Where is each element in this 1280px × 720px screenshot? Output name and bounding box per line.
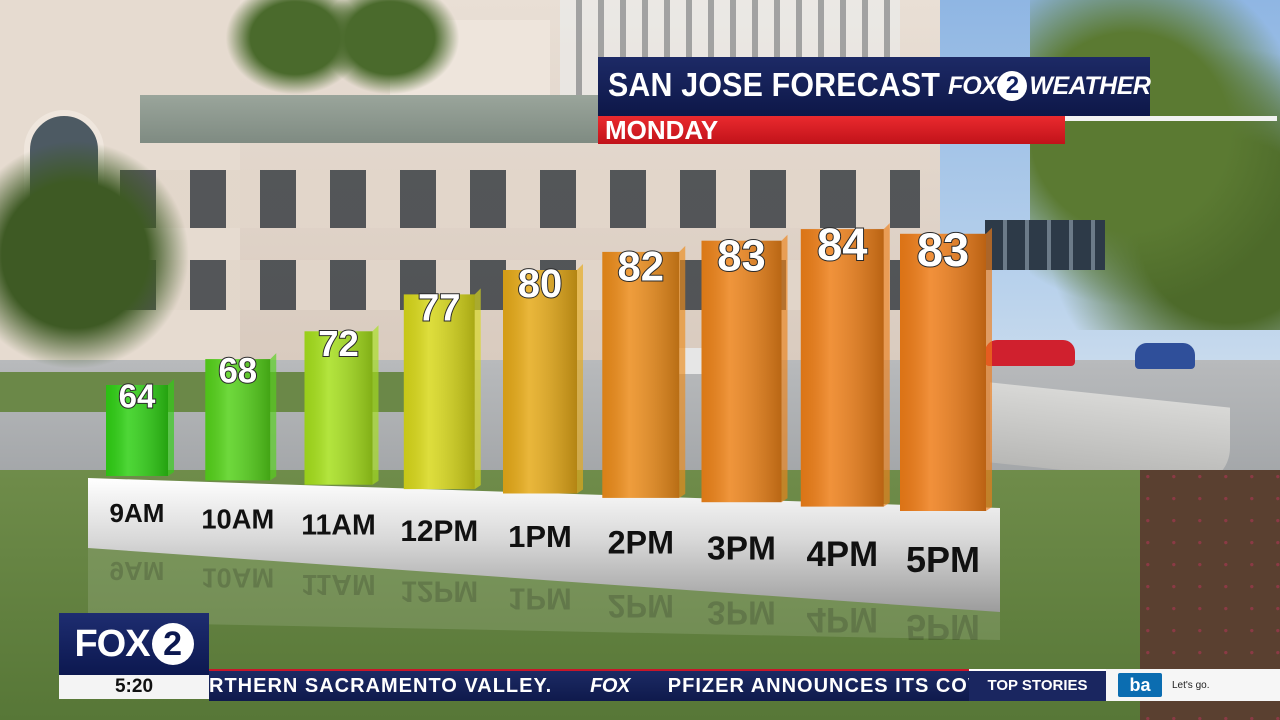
tick-label-reflection: 10AM bbox=[201, 562, 274, 593]
brand-number: 2 bbox=[997, 71, 1028, 101]
tick-label-1pm: 1PM bbox=[508, 519, 572, 554]
forecast-day: MONDAY bbox=[605, 115, 719, 145]
ticker-section-label: TOP STORIES bbox=[969, 669, 1106, 701]
value-label-1pm: 80 bbox=[518, 262, 563, 306]
bars bbox=[106, 223, 992, 512]
tick-label-3pm: 3PM bbox=[707, 531, 776, 568]
brand-weather: WEATHER bbox=[1029, 71, 1151, 100]
header-accent-line bbox=[1065, 116, 1277, 121]
value-label-2pm: 82 bbox=[618, 242, 665, 289]
tick-label-5pm: 5PM bbox=[906, 539, 980, 580]
ticker-text-right: PFIZER ANNOUNCES ITS COV bbox=[667, 675, 969, 697]
tick-label-4pm: 4PM bbox=[807, 535, 879, 574]
bar-side bbox=[474, 288, 481, 490]
value-label-3pm: 83 bbox=[717, 232, 765, 280]
station-logo-number: 2 bbox=[151, 623, 194, 665]
car bbox=[985, 340, 1075, 366]
chart-base bbox=[88, 478, 1000, 612]
sponsor-logo: ba bbox=[1118, 673, 1162, 697]
tick-label-10am: 10AM bbox=[201, 503, 274, 534]
value-label-5pm: 83 bbox=[917, 223, 969, 276]
tick-label-reflection: 2PM bbox=[608, 588, 674, 624]
clock-time: 5:20 bbox=[59, 675, 209, 699]
bar-shading bbox=[503, 270, 577, 494]
hour-labels: 9AM 10AM 11AM 12PM 1PM 2PM 3PM 4PM 5PM bbox=[110, 498, 980, 580]
brand-fox: FOX bbox=[948, 71, 997, 100]
bar-side bbox=[168, 379, 174, 476]
bar-shading bbox=[602, 251, 680, 498]
bar-shading bbox=[800, 229, 884, 507]
tick-label-11am: 11AM bbox=[301, 510, 375, 542]
header-top-bar bbox=[598, 57, 1150, 116]
value-label-4pm: 84 bbox=[817, 219, 867, 270]
bar-shading bbox=[403, 294, 475, 490]
fox2-station-logo: FOX 2 bbox=[59, 613, 209, 675]
value-label-10am: 68 bbox=[218, 352, 257, 391]
ticker-track: RTHERN SACRAMENTO VALLEY. FOX PFIZER ANNOU… bbox=[209, 671, 969, 701]
value-label-11am: 72 bbox=[318, 323, 359, 364]
tick-label-reflection: 3PM bbox=[707, 594, 776, 631]
bar-shading bbox=[205, 359, 271, 481]
bar-shading bbox=[106, 385, 168, 476]
forecast-title: SAN JOSE FORECAST bbox=[608, 66, 941, 103]
bar-shading bbox=[701, 240, 782, 503]
station-logo-fox: FOX bbox=[74, 622, 150, 665]
value-label-12pm: 77 bbox=[418, 286, 461, 329]
ticker-separator: FOX bbox=[590, 675, 630, 697]
tick-label-reflection: 11AM bbox=[301, 568, 375, 600]
tick-label-reflection: 1PM bbox=[508, 581, 572, 616]
tick-label-reflection: 4PM bbox=[807, 600, 879, 639]
tick-label-reflection: 9AM bbox=[110, 556, 165, 586]
bar-side bbox=[679, 245, 686, 498]
sponsor-tagline: Let's go. bbox=[1172, 679, 1210, 691]
trees-right bbox=[1030, 0, 1280, 330]
bar-shading bbox=[900, 233, 986, 512]
tick-label-2pm: 2PM bbox=[608, 524, 674, 560]
bar-side bbox=[577, 264, 583, 494]
bar-side bbox=[372, 325, 379, 485]
bar-shading bbox=[304, 331, 373, 485]
car bbox=[1135, 343, 1195, 369]
ticker-text-left: RTHERN SACRAMENTO VALLEY. bbox=[209, 675, 553, 697]
tick-label-12pm: 12PM bbox=[400, 515, 478, 548]
value-labels: 64 68 72 77 80 82 83 84 83 bbox=[118, 218, 971, 416]
sponsor-box: ba Let's go. bbox=[1106, 669, 1280, 701]
bar-side bbox=[986, 227, 992, 512]
tick-label-reflection: 5PM bbox=[906, 607, 980, 648]
trees-left bbox=[0, 140, 190, 370]
tick-label-reflection: 12PM bbox=[400, 575, 478, 608]
header-day-bar bbox=[598, 116, 1065, 144]
tick-label-9am: 9AM bbox=[110, 498, 165, 528]
skybridge bbox=[985, 220, 1105, 270]
bar-side bbox=[270, 353, 277, 481]
value-label-9am: 64 bbox=[119, 377, 156, 414]
bar-side bbox=[883, 223, 890, 507]
bar-side bbox=[781, 234, 788, 503]
fox-weather-logo: FOX 2 WEATHER bbox=[948, 68, 1151, 104]
news-ticker: RTHERN SACRAMENTO VALLEY. FOX PFIZER ANNOU… bbox=[209, 669, 969, 701]
hour-reflections: 9AM 10AM 11AM 12PM 1PM 2PM 3PM 4PM 5PM bbox=[110, 556, 980, 648]
